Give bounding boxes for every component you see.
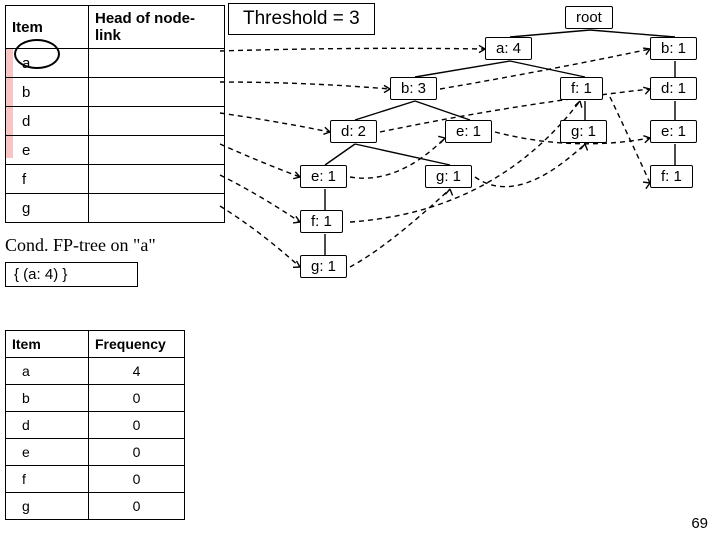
table-row: e0 (6, 439, 185, 466)
link-cell (89, 165, 225, 194)
tree-node-e1l: e: 1 (300, 165, 347, 188)
threshold-box: Threshold = 3 (228, 3, 375, 35)
tree-node-d1: d: 1 (650, 77, 697, 100)
link-cell (89, 49, 225, 78)
freq-cell: 0 (89, 493, 185, 520)
tree-node-g1m: g: 1 (425, 165, 472, 188)
tree-node-d2: d: 2 (330, 120, 377, 143)
frequency-table: Item Frequency a4b0d0e0f0g0 (5, 330, 185, 520)
col-head-link: Head of node-link (89, 6, 225, 49)
tree-node-f1r: f: 1 (560, 77, 603, 100)
item-cell: g (6, 493, 89, 520)
tree-node-f1l: f: 1 (300, 210, 343, 233)
link-cell (89, 194, 225, 223)
link-cell (89, 136, 225, 165)
item-cell: g (6, 194, 89, 223)
table-row: f0 (6, 466, 185, 493)
table-row: g0 (6, 493, 185, 520)
item-cell: d (6, 107, 89, 136)
header-table: Item Head of node-link a b d e f g (5, 5, 225, 223)
table-row: b0 (6, 385, 185, 412)
tree-node-root: root (565, 6, 613, 29)
table-row: e (6, 136, 225, 165)
table-header-row: Item Frequency (6, 331, 185, 358)
item-cell: a (6, 358, 89, 385)
table-row: d0 (6, 412, 185, 439)
table-row: g (6, 194, 225, 223)
tree-node-g1r: g: 1 (560, 120, 607, 143)
freq-cell: 0 (89, 385, 185, 412)
freq-cell: 0 (89, 466, 185, 493)
cond-fptree-caption: Cond. FP-tree on "a" (5, 235, 156, 256)
oval-highlight-a (14, 39, 60, 69)
page-number: 69 (691, 515, 708, 532)
item-cell: e (6, 439, 89, 466)
link-cell (89, 78, 225, 107)
item-cell: f (6, 466, 89, 493)
tree-node-e1r: e: 1 (650, 120, 697, 143)
tree-node-b3: b: 3 (390, 77, 437, 100)
tree-node-f1b: f: 1 (650, 165, 693, 188)
cond-set-box: { (a: 4) } (5, 262, 138, 287)
item-cell: d (6, 412, 89, 439)
col-item: Item (6, 331, 89, 358)
tree-node-e1m: e: 1 (445, 120, 492, 143)
freq-cell: 4 (89, 358, 185, 385)
table-row: b (6, 78, 225, 107)
tree-node-a4: a: 4 (485, 37, 532, 60)
item-cell: f (6, 165, 89, 194)
table-row: f (6, 165, 225, 194)
item-cell: e (6, 136, 89, 165)
table-row: d (6, 107, 225, 136)
link-cell (89, 107, 225, 136)
tree-node-b1: b: 1 (650, 37, 697, 60)
col-freq: Frequency (89, 331, 185, 358)
item-cell: b (6, 385, 89, 412)
table-row: a4 (6, 358, 185, 385)
tree-node-g1l: g: 1 (300, 255, 347, 278)
item-cell: b (6, 78, 89, 107)
freq-cell: 0 (89, 412, 185, 439)
freq-cell: 0 (89, 439, 185, 466)
